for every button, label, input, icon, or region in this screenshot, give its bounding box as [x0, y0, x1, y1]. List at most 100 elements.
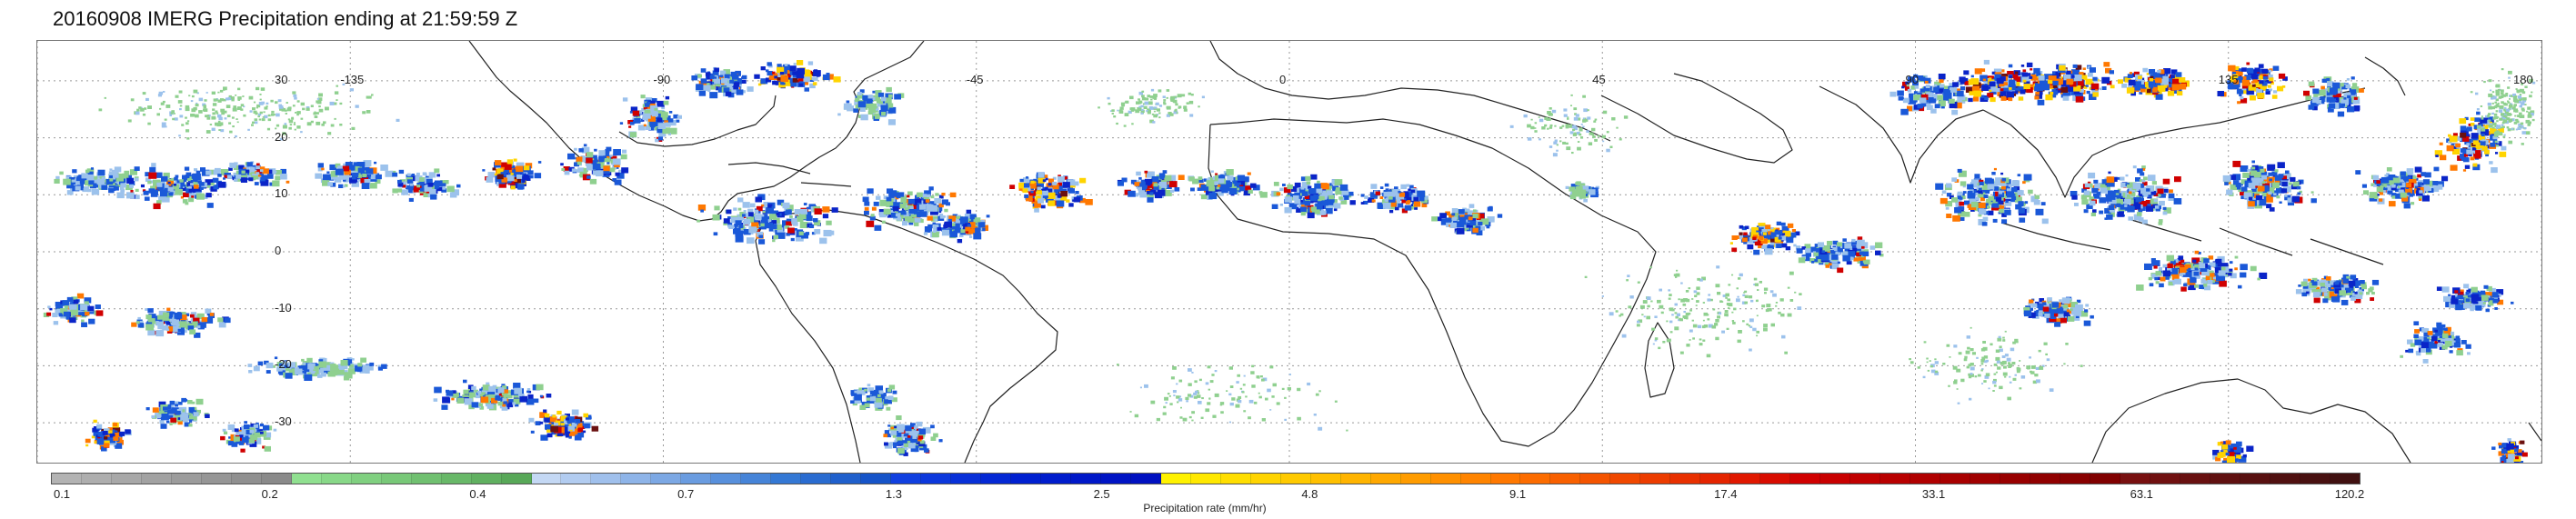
- precip-cell: [606, 146, 612, 152]
- precip-cell: [1165, 178, 1168, 182]
- precip-cell: [1019, 178, 1024, 183]
- precip-cell: [2072, 64, 2078, 68]
- precip-cell: [1396, 199, 1401, 203]
- precip-cell: [2268, 172, 2273, 176]
- precip-cell: [792, 78, 798, 83]
- precip-cell: [1198, 176, 1203, 180]
- precip-cell: [1387, 191, 1396, 198]
- precip-cell: [1853, 257, 1859, 262]
- precip-cell: [1136, 171, 1141, 176]
- precip-cell: [119, 180, 125, 185]
- precip-cell: [1934, 81, 1941, 87]
- precip-cell: [895, 213, 900, 217]
- precip-cell: [145, 172, 151, 177]
- precip-cell: [2127, 205, 2135, 213]
- precip-cell: [1961, 195, 1966, 200]
- precip-cell: [2020, 65, 2025, 67]
- precip-cell: [1900, 108, 1909, 115]
- precip-cell: [1898, 96, 1904, 101]
- precip-cell: [426, 190, 430, 194]
- precip-cell: [2199, 284, 2205, 289]
- precip-cell: [1316, 204, 1319, 207]
- precip-cell: [506, 175, 515, 182]
- precip-cell: [1927, 102, 1931, 106]
- precip-cell: [1998, 192, 2004, 197]
- precip-cell: [874, 225, 882, 231]
- precip-cell: [2352, 278, 2359, 283]
- precip-cell: [226, 175, 232, 179]
- precip-cell: [259, 172, 265, 175]
- precip-cell: [2391, 185, 2397, 191]
- precip-cell: [2106, 180, 2115, 187]
- precip-cell: [113, 185, 119, 191]
- precip-cell: [2200, 269, 2210, 276]
- precip-cell: [156, 200, 162, 205]
- precip-cell: [1468, 204, 1475, 208]
- precip-cell: [763, 202, 768, 205]
- precip-cell: [629, 111, 634, 114]
- precip-cell: [1252, 185, 1260, 191]
- precip-cell: [783, 79, 791, 86]
- precip-cell: [1805, 248, 1811, 254]
- coastline-africa: [1208, 118, 1657, 447]
- precip-cell: [1459, 213, 1468, 219]
- precip-cell: [2066, 78, 2074, 85]
- precip-cell: [967, 218, 971, 221]
- precip-cell: [86, 171, 94, 177]
- precip-cell: [811, 232, 816, 235]
- precip-cell: [1153, 183, 1158, 187]
- precip-cell: [697, 74, 702, 78]
- precip-cell: [2145, 200, 2154, 206]
- precip-cell: [813, 70, 821, 76]
- precip-cell: [826, 73, 830, 76]
- precip-cell: [768, 227, 774, 232]
- precip-cell: [1897, 90, 1904, 96]
- precip-cell: [442, 183, 446, 186]
- precip-cell: [2051, 90, 2059, 95]
- precip-cell: [496, 168, 504, 175]
- precip-cell: [2120, 182, 2128, 188]
- precip-cell: [2391, 195, 2396, 199]
- precip-cell: [2499, 151, 2507, 157]
- precipitation-map[interactable]: [36, 40, 2542, 464]
- precip-cell: [1920, 94, 1929, 100]
- precip-cell: [1768, 244, 1774, 250]
- precip-cell: [153, 203, 161, 210]
- precip-cell: [1789, 234, 1794, 239]
- precip-cell: [1398, 192, 1406, 197]
- precip-cell: [1198, 178, 1204, 184]
- precip-cell: [2452, 145, 2457, 149]
- precip-cell: [1375, 191, 1380, 195]
- precip-cell: [2036, 89, 2043, 95]
- precip-cell: [1917, 104, 1923, 109]
- precip-cell: [1213, 181, 1219, 185]
- precip-cell: [73, 182, 77, 185]
- precip-cell: [714, 78, 720, 85]
- precip-cell: [761, 220, 769, 226]
- precip-cell: [2419, 198, 2422, 201]
- precip-cell: [1314, 183, 1321, 189]
- precip-cell: [914, 222, 919, 226]
- precip-cell: [1063, 176, 1068, 180]
- precip-cell: [809, 83, 816, 89]
- precip-cell: [186, 182, 193, 187]
- precip-cell: [1956, 90, 1964, 97]
- precip-cell: [322, 180, 330, 186]
- precip-cell: [2100, 187, 2108, 194]
- precip-cell: [2277, 85, 2284, 92]
- precip-cell: [1308, 185, 1312, 189]
- precip-cell: [93, 183, 98, 188]
- precip-cell: [1842, 238, 1847, 242]
- precip-cell: [2168, 193, 2175, 199]
- precip-cell: [806, 215, 813, 221]
- precip-cell: [187, 175, 194, 180]
- precip-cell: [827, 74, 834, 80]
- precip-cell: [771, 205, 776, 209]
- precip-cell: [1729, 242, 1733, 245]
- precip-cell: [228, 167, 233, 171]
- precip-cell: [2105, 194, 2110, 197]
- precip-cell: [1923, 85, 1930, 92]
- precip-cell: [606, 175, 609, 177]
- precip-cell: [1856, 252, 1861, 257]
- precip-cell: [609, 155, 613, 157]
